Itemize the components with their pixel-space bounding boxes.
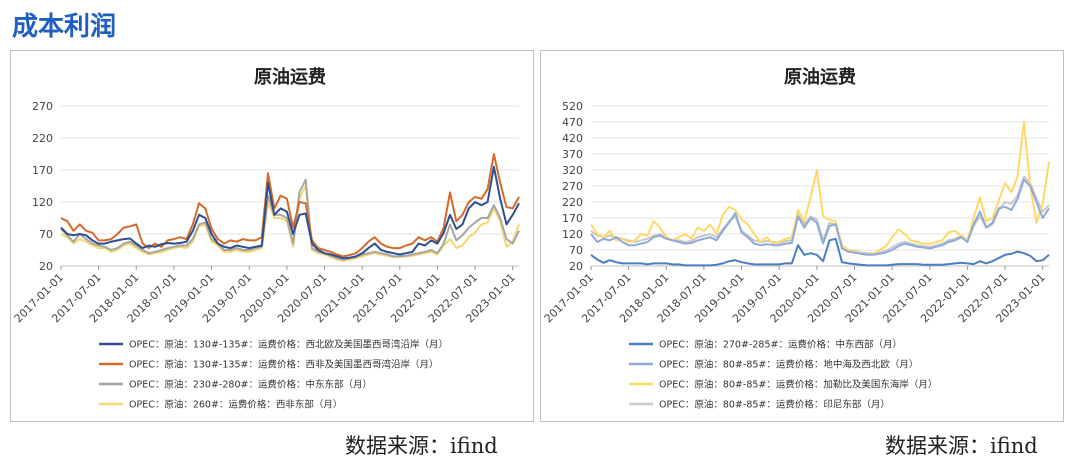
y-tick-label: 70: [39, 228, 53, 241]
y-tick-label: 220: [562, 196, 583, 209]
legend-entry-1: OPEC：原油：270#-285#：运费价格：中东西部（月）: [659, 339, 902, 351]
y-tick-label: 20: [39, 260, 53, 273]
y-tick-label: 520: [562, 100, 583, 113]
legend-entry-3: OPEC：原油：230#-280#：运费价格：中东东部（月）: [129, 379, 372, 391]
chart-title: 原油运费: [254, 66, 326, 88]
y-tick-label: 420: [562, 132, 583, 145]
series-line-3: [590, 121, 1050, 256]
chart-title: 原油运费: [784, 66, 856, 88]
legend-entry-4: OPEC：原油：260#：运费价格：西非东部（月）: [129, 399, 342, 411]
chart-panel-right: 原油运费 20 70 120 170 220 270 320 370 420 470 520 2017-…: [540, 50, 1064, 422]
y-tick-label: 120: [32, 196, 53, 209]
chart-left-svg: 原油运费20701201702202702017-01-012017-07-01…: [12, 66, 520, 411]
chart-panel-left: 原油运费 20 70 120 170 220 270 2017-01-01 2017-07-01…: [10, 50, 534, 422]
series-line-2: [60, 153, 520, 258]
legend-entry-2: OPEC：原油：80#-85#：运费价格：地中海及西北欧（月）: [659, 359, 918, 371]
y-tick-label: 170: [32, 164, 53, 177]
legend-entry-1: OPEC：原油：130#-135#：运费价格：西北欧及美国墨西哥湾沿岸（月）: [129, 339, 448, 351]
y-tick-label: 220: [32, 132, 53, 145]
chart-right-svg: 原油运费20701201702202703203704204705202017-…: [542, 66, 1050, 411]
y-tick-label: 70: [569, 244, 583, 257]
y-tick-label: 370: [562, 148, 583, 161]
y-tick-label: 120: [562, 228, 583, 241]
series-line-1: [590, 237, 1050, 267]
y-tick-label: 270: [32, 100, 53, 113]
legend-entry-4: OPEC：原油：80#-85#：运费价格：印尼东部（月）: [659, 399, 890, 411]
y-tick-label: 470: [562, 116, 583, 129]
series-line-3: [60, 178, 520, 261]
series-line-2: [590, 178, 1050, 256]
y-tick-label: 270: [562, 180, 583, 193]
section-title: 成本利润: [12, 12, 117, 42]
series-line-1: [60, 165, 520, 260]
source-label-right: 数据来源：ifind: [885, 434, 1038, 458]
y-tick-label: 170: [562, 212, 583, 225]
legend-entry-3: OPEC：原油：80#-85#：运费价格：加勒比及美国东海岸（月）: [659, 379, 937, 391]
y-tick-label: 20: [569, 260, 583, 273]
y-tick-label: 320: [562, 164, 583, 177]
legend-entry-2: OPEC：原油：130#-135#：运费价格：西非及美国墨西哥湾沿岸（月）: [129, 359, 438, 371]
source-label-left: 数据来源：ifind: [345, 434, 498, 458]
